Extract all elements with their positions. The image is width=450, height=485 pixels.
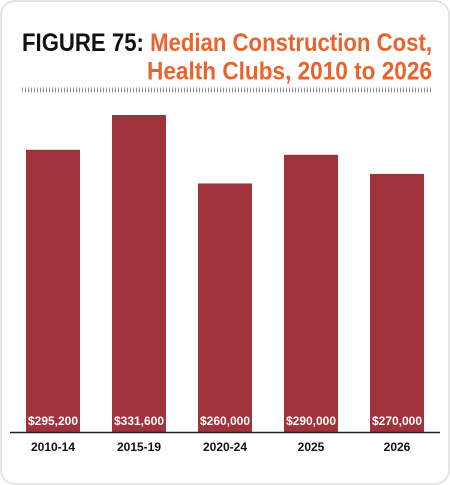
bar	[198, 183, 252, 432]
value-label: $331,600	[114, 414, 164, 428]
value-label: $295,200	[28, 414, 78, 428]
bar	[26, 149, 80, 432]
x-tick-label: 2010-14	[31, 440, 75, 454]
title-line: Health Clubs, 2010 to 2026	[147, 58, 432, 86]
bar	[370, 173, 424, 432]
value-label: $290,000	[286, 414, 336, 428]
x-tick-label: 2015-19	[117, 440, 161, 454]
x-tick-label: 2025	[298, 440, 325, 454]
bar	[112, 115, 166, 432]
value-label: $260,000	[200, 414, 250, 428]
title-prefix: FIGURE 75:	[22, 29, 144, 57]
x-tick-label: 2026	[384, 440, 411, 454]
chart-title: FIGURE 75: Median Construction Cost,	[22, 29, 432, 57]
title-line: Median Construction Cost,	[150, 29, 432, 57]
value-label: $270,000	[372, 414, 422, 428]
x-tick-label: 2020-24	[203, 440, 247, 454]
bar	[284, 154, 338, 432]
